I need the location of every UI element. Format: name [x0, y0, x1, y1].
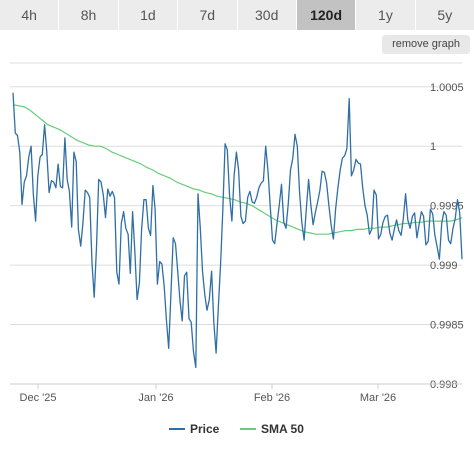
- tab-120d[interactable]: 120d: [296, 0, 357, 30]
- time-range-tabs: 4h 8h 1d 7d 30d 120d 1y 5y: [0, 0, 474, 30]
- tab-1d[interactable]: 1d: [118, 0, 179, 30]
- x-tick-label: Feb '26: [254, 392, 290, 404]
- tab-1y[interactable]: 1y: [356, 0, 416, 30]
- y-tick-label: 1: [430, 141, 436, 153]
- x-tick-label: Mar '26: [360, 392, 396, 404]
- legend-price-label: Price: [190, 422, 220, 436]
- price-line: [12, 92, 463, 369]
- y-tick-label: 0.999: [430, 260, 458, 272]
- tab-4h[interactable]: 4h: [0, 0, 60, 30]
- y-tick-label: 1.0005: [430, 82, 464, 94]
- x-tick-label: Jan '26: [138, 392, 173, 404]
- sma-50-line: [12, 104, 463, 235]
- tab-30d[interactable]: 30d: [237, 0, 297, 30]
- tab-7d[interactable]: 7d: [178, 0, 238, 30]
- y-tick-label: 0.9995: [430, 201, 464, 213]
- tab-8h[interactable]: 8h: [59, 0, 119, 30]
- tab-5y[interactable]: 5y: [415, 0, 474, 30]
- legend-sma-label: SMA 50: [261, 422, 304, 436]
- remove-graph-button[interactable]: remove graph: [382, 35, 470, 54]
- y-tick-label: 0.998: [430, 379, 458, 391]
- y-tick-label: 0.9985: [430, 320, 464, 332]
- x-tick-label: Dec '25: [20, 392, 57, 404]
